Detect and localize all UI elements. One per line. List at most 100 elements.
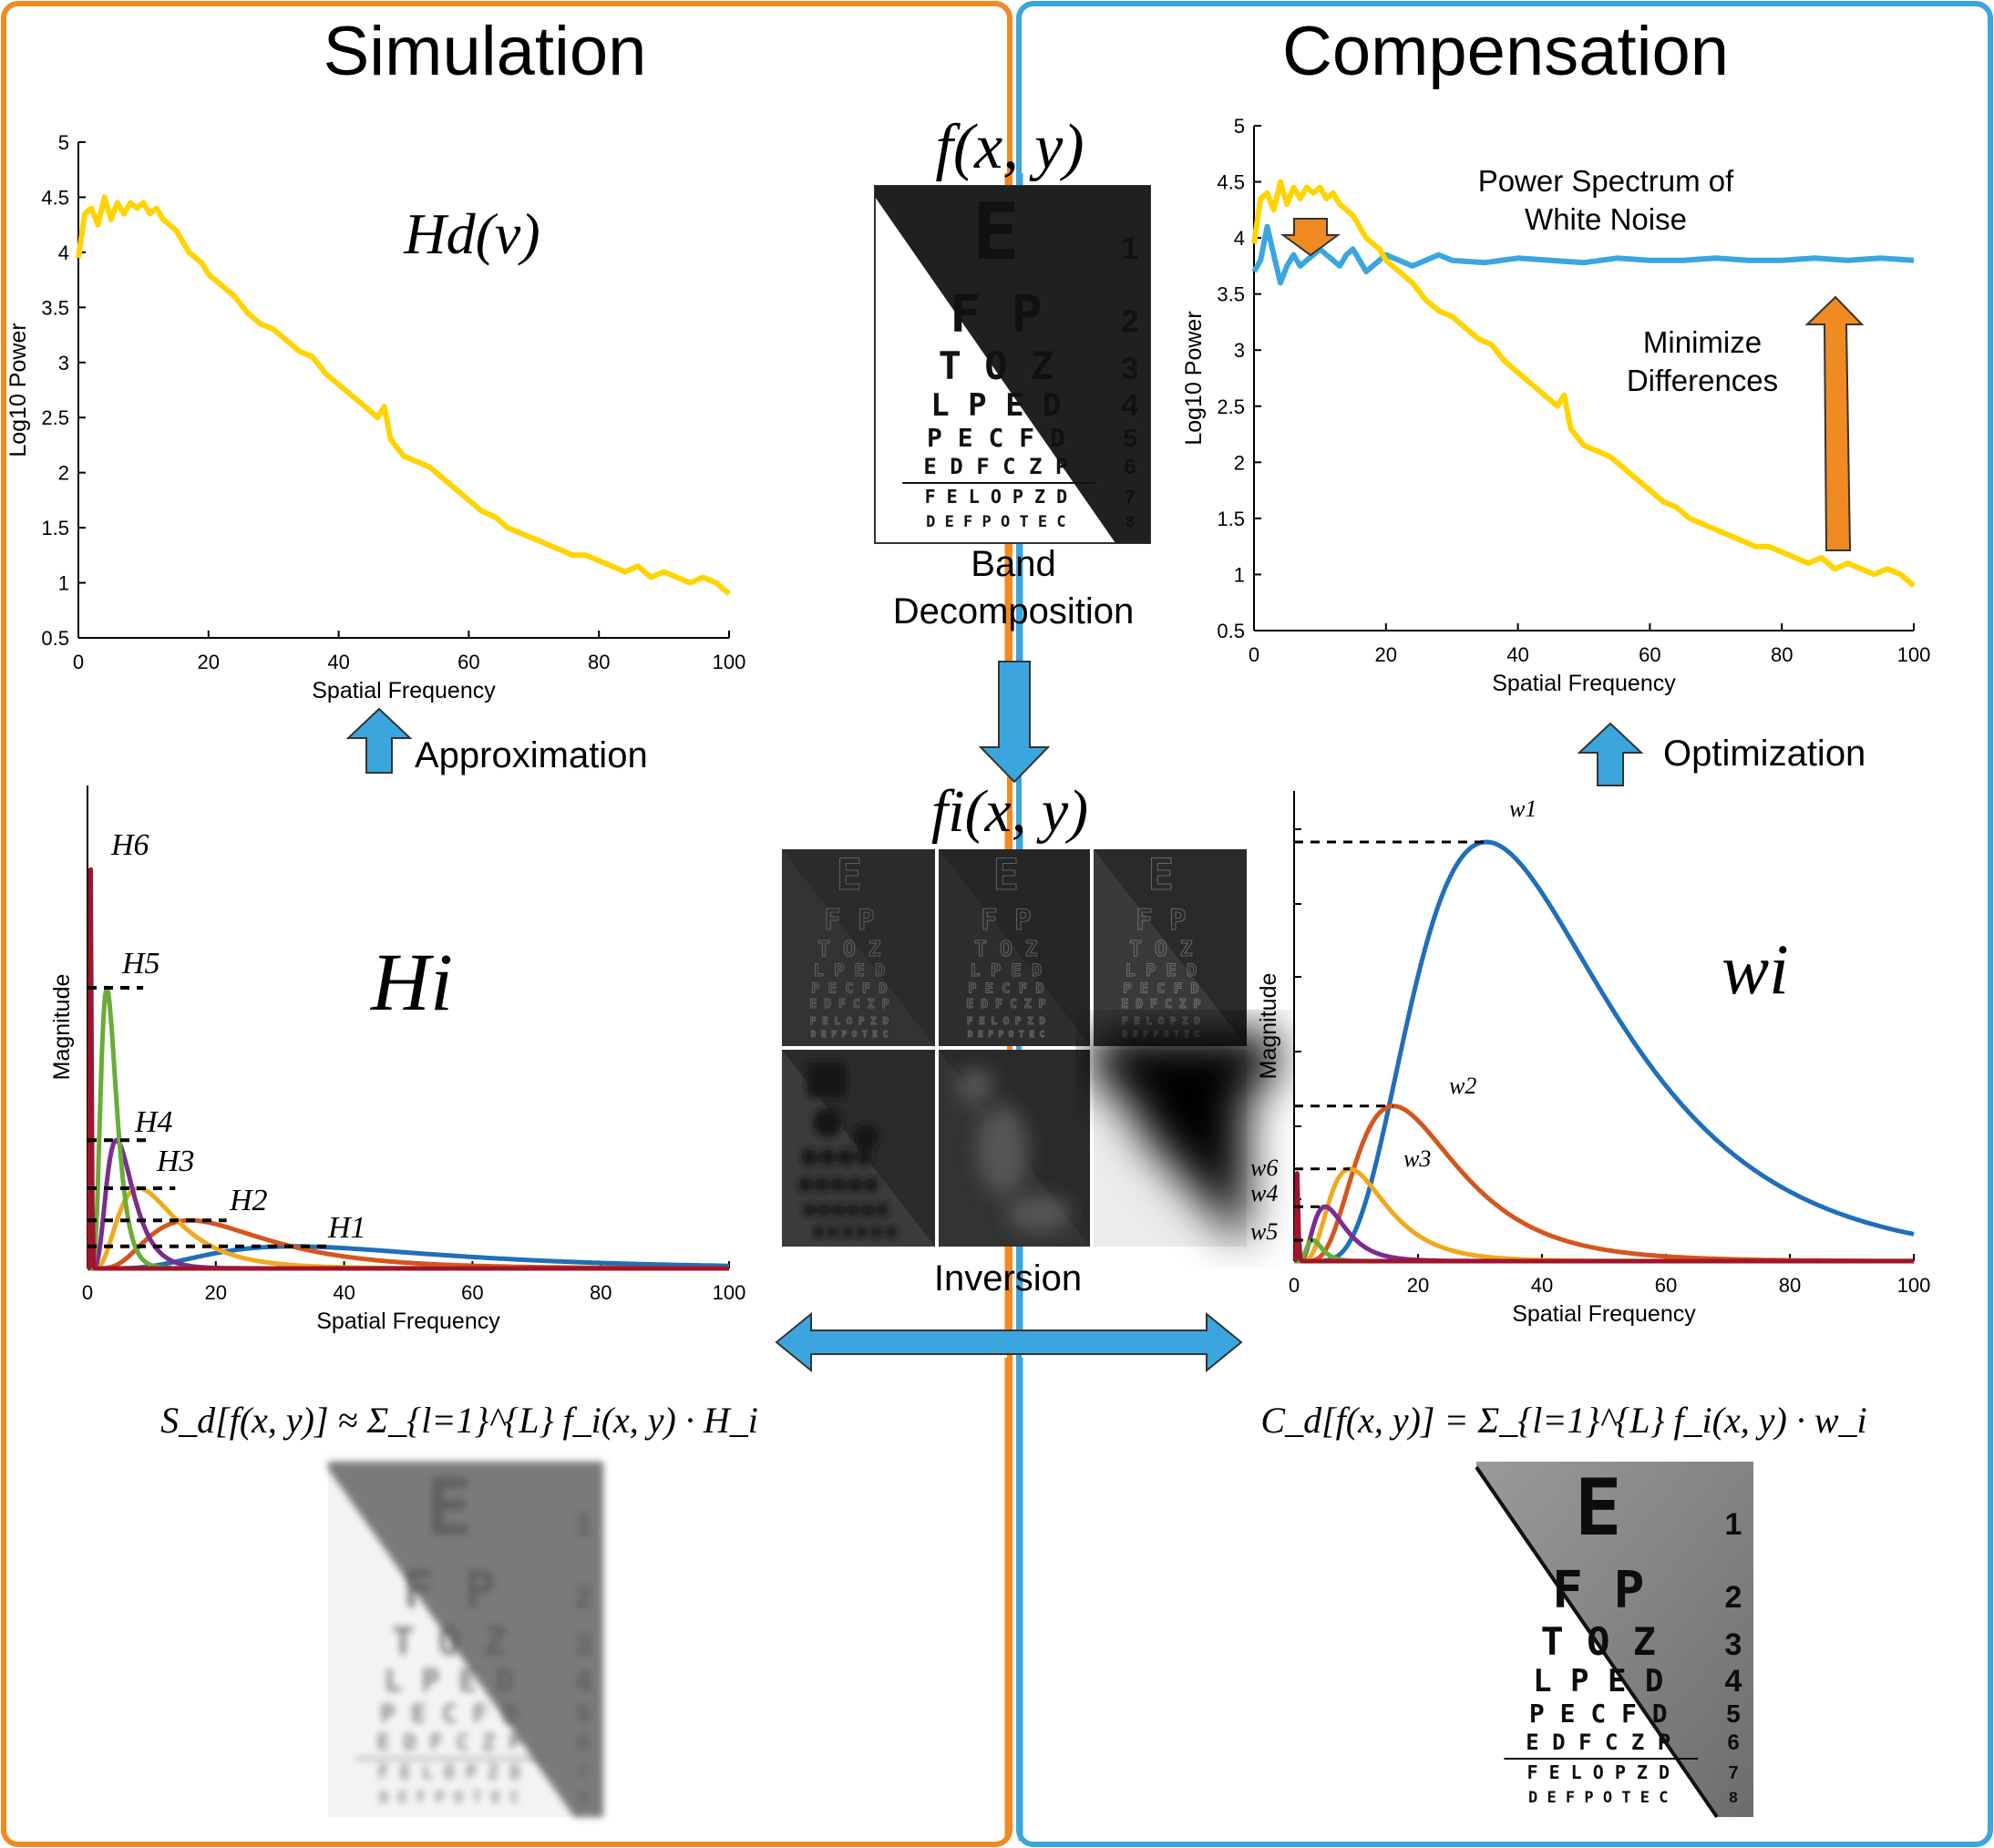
band-row: D E F P O T E C bbox=[968, 1030, 1044, 1040]
eye-chart-number: 5 bbox=[1123, 424, 1137, 452]
eye-chart-number: 7 bbox=[578, 1763, 588, 1783]
filter-label-h6: H6 bbox=[110, 828, 149, 862]
eye-chart-number: 2 bbox=[575, 1580, 592, 1615]
curve-w2 bbox=[1293, 1104, 1915, 1264]
sim-power-chart: 0 20 40 60 80 100 0.5 1 1.5 2 2.5 3 3.5 4 4.5 5 Spatial … bbox=[5, 131, 745, 703]
band-row: F E L O P Z D bbox=[810, 1015, 889, 1027]
band-row: F E L O P Z D bbox=[967, 1015, 1045, 1027]
x-tick-label: 80 bbox=[1779, 1274, 1801, 1297]
band-row: E bbox=[837, 850, 862, 900]
eye-chart-number: 8 bbox=[1729, 1789, 1737, 1806]
compensated-image: E 1 F P 2 T O Z 3 L P E D 4 P E C F D 5 E D F C Z … bbox=[1475, 1462, 1753, 1819]
y-tick-label: 4.5 bbox=[1217, 171, 1245, 194]
curve-h6 bbox=[86, 867, 730, 1271]
bands-label: fi(x, y) bbox=[931, 778, 1088, 845]
curve-w1 bbox=[1293, 839, 1915, 1264]
eye-chart-row: D E F P O T E C bbox=[379, 1789, 519, 1807]
eye-chart-row: E bbox=[972, 187, 1020, 278]
y-tick-label: 0.5 bbox=[1217, 620, 1245, 642]
eye-chart-row: D E F P O T E C bbox=[926, 513, 1066, 531]
y-tick-label: 3 bbox=[1234, 339, 1245, 362]
x-axis-label: Spatial Frequency bbox=[316, 1309, 500, 1334]
weight-label-w6: w6 bbox=[1250, 1155, 1278, 1181]
x-tick-label: 40 bbox=[327, 651, 349, 673]
approximation-arrow bbox=[345, 707, 413, 774]
x-tick-label: 20 bbox=[198, 651, 220, 673]
filter-label-h2: H2 bbox=[229, 1184, 268, 1217]
optimization-arrow bbox=[1577, 722, 1644, 786]
eye-chart-row: L P E D bbox=[1533, 1663, 1663, 1699]
eye-chart-row: L P E D bbox=[384, 1663, 514, 1699]
eye-chart-row: T O Z bbox=[1541, 1619, 1656, 1664]
eye-chart-row: F E L O P Z D bbox=[925, 486, 1068, 508]
band-row: F P bbox=[1136, 904, 1187, 937]
band-image-6 bbox=[1094, 1032, 1276, 1247]
band-row: L P E D bbox=[1125, 961, 1197, 980]
decomposition-arrow bbox=[978, 661, 1051, 784]
band-row: E D F C Z P bbox=[1121, 998, 1200, 1011]
band-row: F E L O P Z D bbox=[1122, 1015, 1200, 1027]
y-tick-label: 5 bbox=[1234, 115, 1245, 138]
x-axis-label: Spatial Frequency bbox=[312, 678, 496, 703]
x-tick-label: 60 bbox=[1655, 1274, 1677, 1297]
band-row: F P bbox=[824, 904, 875, 937]
hi-label: Hi bbox=[370, 938, 453, 1028]
eye-chart-row: F E L O P Z D bbox=[378, 1761, 521, 1783]
simulated-image: E 1 F P 2 T O Z 3 L P E D 4 P E C F D 5 E D F C Z … bbox=[328, 1462, 603, 1817]
x-tick-label: 60 bbox=[1639, 643, 1660, 666]
band-image-2: E F PT O ZL P E DP E C F DE D F C Z P F E … bbox=[939, 849, 1090, 1046]
optimization-label: Optimization bbox=[1663, 734, 1866, 774]
eye-chart-number: 1 bbox=[575, 1507, 592, 1542]
x-tick-label: 20 bbox=[205, 1281, 227, 1304]
eye-chart-number: 6 bbox=[1124, 455, 1136, 479]
compensation-equation: C_d[f(x, y)] = Σ_{l=1}^{L} f_i(x, y) · w… bbox=[1260, 1400, 1866, 1441]
band-label-2: Decomposition bbox=[893, 591, 1135, 631]
band-row: P E C F D bbox=[968, 980, 1043, 997]
band-image-1: E F PT O ZL P E DP E C F DE D F C Z P F E … bbox=[782, 849, 935, 1046]
x-tick-label: 80 bbox=[590, 1281, 612, 1304]
hd-label: Hd(v) bbox=[403, 201, 540, 266]
filter-label-h4: H4 bbox=[134, 1105, 173, 1139]
input-image: E 1 F P 2 T O Z 3 L P E D 4 P E C F D 5 E D F C Z … bbox=[874, 185, 1151, 544]
y-tick-label: 4 bbox=[58, 241, 69, 264]
eye-chart-row: F P bbox=[950, 285, 1042, 344]
band-row: L P E D bbox=[971, 961, 1043, 980]
x-tick-label: 100 bbox=[713, 1281, 746, 1304]
x-tick-label: 100 bbox=[1897, 1274, 1931, 1297]
x-tick-label: 40 bbox=[1506, 643, 1528, 666]
approximation-label: Approximation bbox=[415, 735, 648, 775]
band-row: E bbox=[993, 850, 1019, 900]
y-axis-label: Log10 Power bbox=[1181, 311, 1207, 445]
band-image-4 bbox=[782, 1050, 935, 1247]
y-tick-label: 5 bbox=[58, 131, 69, 154]
x-tick-label: 100 bbox=[1897, 643, 1931, 666]
y-tick-label: 0.5 bbox=[41, 627, 69, 650]
eye-chart-number: 3 bbox=[575, 1627, 592, 1662]
eye-chart-row: T O Z bbox=[392, 1619, 507, 1664]
eye-chart-number: 4 bbox=[1122, 388, 1139, 423]
x-tick-label: 60 bbox=[457, 651, 479, 673]
eye-chart-number: 6 bbox=[1727, 1730, 1739, 1755]
eye-chart-row: F E L O P Z D bbox=[1526, 1761, 1670, 1783]
x-tick-label: 80 bbox=[1771, 643, 1793, 666]
y-tick-label: 1.5 bbox=[1217, 508, 1245, 530]
eye-chart-row: P E C F D bbox=[927, 423, 1065, 453]
y-tick-label: 2 bbox=[1234, 451, 1245, 474]
weight-label-w3: w3 bbox=[1403, 1145, 1431, 1172]
band-row: E D F C Z P bbox=[809, 998, 889, 1011]
curve-h1 bbox=[87, 1244, 730, 1271]
comp-power-chart: 0 20 40 60 80 100 0.5 1 1.5 2 2.5 3 3.5 4 4.5 5 Spatial … bbox=[1181, 115, 1930, 696]
eye-chart-number: 4 bbox=[1725, 1664, 1742, 1699]
y-tick-label: 4 bbox=[1234, 227, 1245, 250]
y-tick-label: 1.5 bbox=[41, 517, 69, 539]
x-tick-label: 0 bbox=[1289, 1274, 1300, 1297]
eye-chart-row: D E F P O T E C bbox=[1528, 1789, 1669, 1807]
eye-chart-number: 7 bbox=[1728, 1763, 1738, 1783]
y-tick-label: 2 bbox=[58, 462, 69, 485]
band-row: D E F P O T E C bbox=[811, 1030, 888, 1040]
band-row: E bbox=[1148, 850, 1174, 900]
y-tick-label: 3.5 bbox=[1217, 283, 1245, 306]
eye-chart-number: 2 bbox=[1725, 1580, 1742, 1615]
weight-label-w5: w5 bbox=[1250, 1218, 1278, 1245]
band-row: P E C F D bbox=[1123, 980, 1198, 997]
